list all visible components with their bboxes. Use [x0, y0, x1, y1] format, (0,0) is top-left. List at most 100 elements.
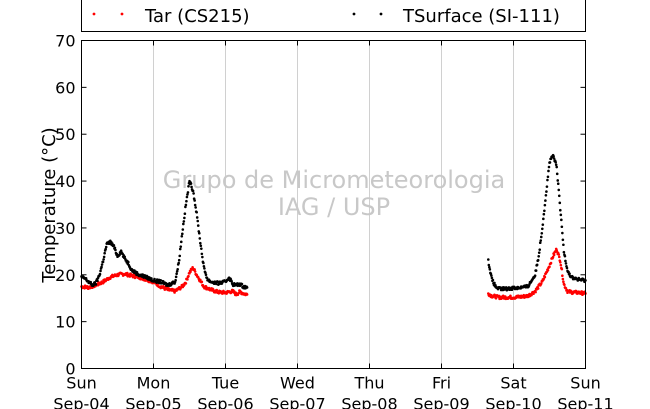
point-series-1-seg-1 — [525, 283, 529, 287]
point-series-1-seg-0 — [94, 283, 98, 286]
y-tick-label-50: 50 — [55, 125, 75, 144]
point-series-0-seg-0 — [184, 282, 188, 285]
point-series-1-seg-1 — [487, 263, 491, 267]
point-series-1-seg-1 — [558, 201, 562, 205]
point-series-1-seg-1 — [560, 225, 564, 229]
point-series-1-seg-0 — [178, 254, 182, 258]
point-series-1-seg-1 — [535, 263, 539, 267]
x-tick-day-1: Mon — [137, 374, 171, 393]
point-series-1-seg-1 — [541, 227, 544, 231]
point-series-1-seg-1 — [545, 190, 548, 193]
point-series-1-seg-0 — [214, 282, 218, 286]
point-series-1-seg-0 — [141, 273, 144, 276]
point-series-1-seg-0 — [197, 231, 201, 235]
point-series-1-seg-1 — [491, 278, 495, 282]
point-series-1-seg-1 — [534, 269, 538, 272]
x-tick-day-2: Tue — [211, 374, 239, 393]
point-series-1-seg-1 — [488, 268, 492, 271]
legend-marker-tsurface-1 — [352, 12, 356, 16]
point-series-1-seg-0 — [193, 199, 196, 202]
point-series-1-seg-0 — [184, 205, 187, 209]
point-series-1-seg-0 — [176, 267, 179, 271]
legend-label-tsurface: TSurface (SI-111) — [402, 6, 560, 27]
point-series-1-seg-0 — [199, 244, 203, 248]
point-series-0-seg-0 — [200, 280, 204, 284]
point-series-0-seg-1 — [559, 261, 562, 264]
point-series-1-seg-1 — [542, 217, 545, 221]
legend-marker-tar-2 — [120, 12, 124, 16]
point-series-1-seg-0 — [113, 246, 117, 250]
point-series-1-seg-0 — [203, 267, 206, 270]
point-series-0-seg-0 — [234, 291, 238, 295]
point-series-0-seg-1 — [561, 274, 564, 278]
point-series-0-seg-1 — [494, 297, 498, 300]
point-series-1-seg-1 — [548, 161, 552, 164]
point-series-1-seg-0 — [181, 232, 184, 236]
point-series-1-seg-0 — [104, 247, 107, 251]
point-series-1-seg-1 — [488, 265, 491, 269]
x-tick-date-2: Sep-06 — [197, 395, 253, 409]
watermark-line-2: IAG / USP — [278, 193, 390, 221]
point-series-1-seg-0 — [186, 191, 190, 194]
point-series-1-seg-0 — [159, 278, 162, 282]
watermark-line-1: Grupo de Micrometeorologia — [163, 166, 505, 194]
point-series-1-seg-1 — [552, 157, 556, 160]
point-series-1-seg-1 — [556, 179, 560, 182]
x-tick-day-3: Wed — [280, 374, 315, 393]
point-series-1-seg-0 — [187, 185, 190, 188]
point-series-0-seg-1 — [552, 253, 556, 257]
point-series-1-seg-0 — [102, 255, 106, 259]
point-series-1-seg-0 — [195, 216, 199, 219]
point-series-1-seg-1 — [564, 262, 568, 265]
point-series-1-seg-0 — [192, 192, 195, 195]
x-tick-date-1: Sep-05 — [125, 395, 181, 409]
point-series-1-seg-1 — [541, 223, 545, 226]
point-series-0-seg-1 — [549, 261, 553, 265]
legend-marker-tsurface-2 — [379, 12, 383, 16]
point-series-1-seg-1 — [559, 213, 563, 217]
x-tick-day-6: Sat — [500, 374, 526, 393]
point-series-1-seg-1 — [555, 165, 558, 169]
legend-entry-tsurface: TSurface (SI-111) — [352, 6, 560, 27]
y-tick-label-30: 30 — [55, 219, 75, 238]
legend-label-tar: Tar (CS215) — [144, 6, 250, 27]
point-series-1-seg-0 — [100, 263, 104, 266]
point-series-1-seg-0 — [99, 269, 102, 273]
point-series-1-seg-0 — [183, 212, 187, 216]
point-series-1-seg-0 — [193, 203, 197, 207]
x-tick-date-6: Sep-10 — [485, 395, 541, 409]
point-series-1-seg-0 — [89, 280, 93, 284]
x-tick-day-4: Thu — [353, 374, 384, 393]
point-series-1-seg-0 — [181, 228, 185, 231]
point-series-1-seg-0 — [191, 189, 195, 193]
point-series-1-seg-0 — [174, 278, 177, 282]
point-series-1-seg-1 — [563, 254, 567, 258]
point-series-0-seg-1 — [560, 267, 564, 271]
grid-lines — [153, 40, 514, 369]
point-series-0-seg-1 — [548, 265, 551, 269]
point-series-1-seg-1 — [547, 165, 551, 169]
point-series-1-seg-0 — [189, 182, 193, 185]
point-series-1-seg-1 — [557, 194, 561, 198]
point-series-1-seg-1 — [554, 160, 557, 164]
point-series-1-seg-0 — [111, 242, 114, 245]
point-series-1-seg-0 — [179, 245, 183, 248]
point-series-0-seg-0 — [193, 268, 196, 271]
point-series-1-seg-0 — [202, 265, 206, 268]
series-0 — [80, 247, 587, 301]
point-series-1-seg-0 — [174, 275, 178, 279]
point-series-1-seg-0 — [150, 277, 153, 280]
point-series-1-seg-1 — [537, 254, 540, 258]
point-series-1-seg-0 — [179, 240, 183, 244]
point-series-1-seg-1 — [561, 238, 565, 242]
point-series-1-seg-0 — [100, 265, 103, 269]
y-axis-title: Temperature (°C) — [39, 127, 60, 283]
point-series-1-seg-0 — [101, 260, 105, 264]
legend-box — [81, 0, 586, 32]
y-tick-label-70: 70 — [55, 32, 75, 51]
point-series-1-seg-1 — [555, 172, 559, 176]
x-tick-day-5: Fri — [432, 374, 451, 393]
point-series-0-seg-1 — [561, 277, 565, 281]
x-tick-date-3: Sep-07 — [269, 395, 325, 409]
